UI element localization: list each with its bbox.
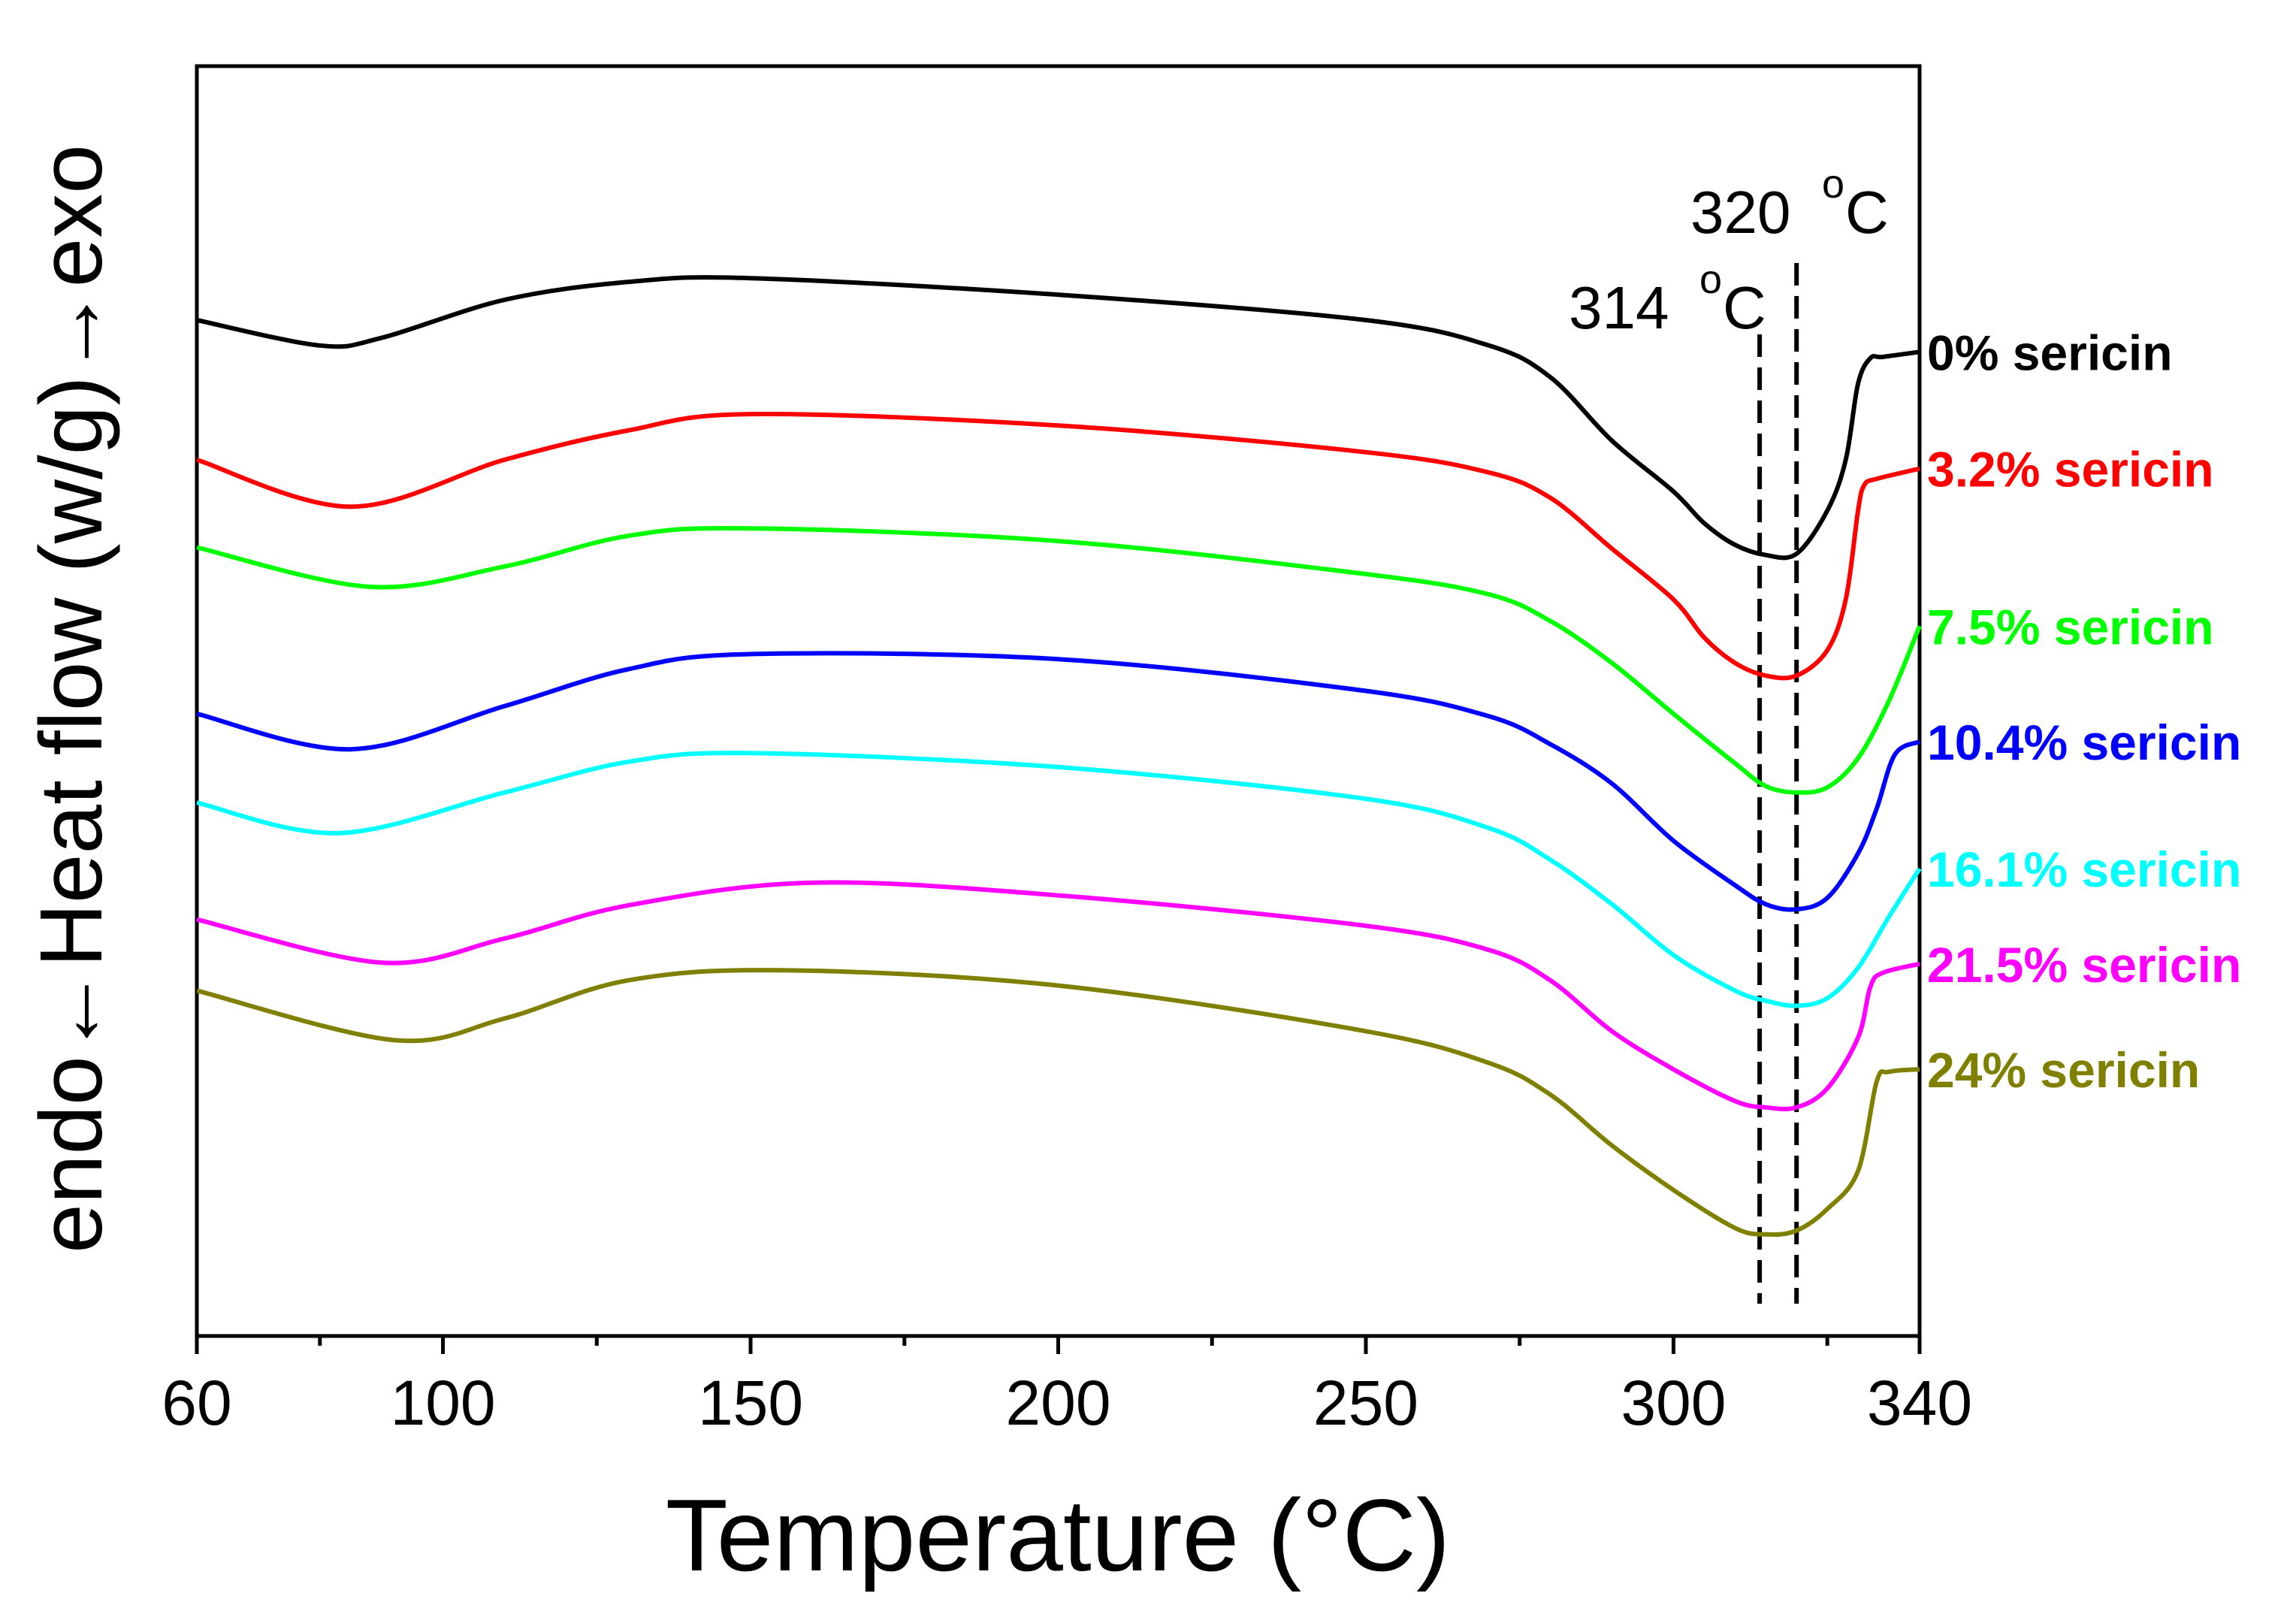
series-group <box>196 275 1922 1238</box>
annotation-314-value: 314 <box>1569 274 1669 341</box>
x-axis-label: Temperature (°C) <box>666 1478 1450 1592</box>
x-tick-label: 300 <box>1621 1368 1726 1438</box>
legend-label-2: 7.5% sericin <box>1927 599 2214 654</box>
legend-label-3: 10.4% sericin <box>1927 715 2241 770</box>
series-line-1 <box>196 411 1920 681</box>
annotation-314: 314 o C <box>1569 257 1766 341</box>
legend-label-0: 0% sericin <box>1927 325 2173 380</box>
annotation-320-value: 320 <box>1690 179 1790 246</box>
annotation-lines <box>1757 263 1799 1304</box>
legend-label-6: 24% sericin <box>1927 1042 2200 1098</box>
series-line-0 <box>196 275 1920 561</box>
legend-labels: 0% sericin 3.2% sericin 7.5% sericin 10.4% … <box>1927 325 2241 1098</box>
x-tick-label: 250 <box>1313 1368 1418 1438</box>
x-tick-label: 60 <box>162 1368 231 1438</box>
annotation-320-sup: o <box>1822 162 1844 207</box>
annotation-320: 320 o C <box>1690 162 1889 246</box>
series-line-4 <box>196 751 1922 1008</box>
series-line-5 <box>196 880 1920 1112</box>
annotation-314-sup: o <box>1699 257 1722 302</box>
series-line-3 <box>196 651 1921 912</box>
legend-label-5: 21.5% sericin <box>1927 937 2241 993</box>
x-tick-label: 150 <box>698 1368 803 1438</box>
series-line-2 <box>196 525 1922 795</box>
annotation-320-unit: C <box>1845 179 1889 246</box>
x-axis-tick-labels: 60 100 150 200 250 300 340 <box>162 1368 1972 1438</box>
x-axis-ticks <box>195 1336 1922 1354</box>
x-tick-label: 340 <box>1867 1368 1972 1438</box>
legend-label-1: 3.2% sericin <box>1927 442 2214 497</box>
x-tick-label: 200 <box>1005 1368 1110 1438</box>
series-line-6 <box>196 968 1920 1238</box>
x-tick-label: 100 <box>390 1368 495 1438</box>
annotation-314-unit: C <box>1723 274 1766 341</box>
legend-label-4: 16.1% sericin <box>1927 842 2241 897</box>
y-axis-label: endo←Heat flow (w/g)→exo <box>22 144 121 1253</box>
